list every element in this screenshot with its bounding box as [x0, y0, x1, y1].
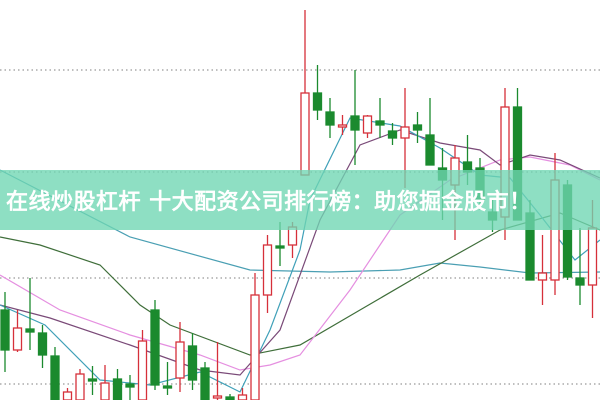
moving-average-line	[0, 212, 600, 356]
candle-body	[400, 126, 410, 139]
candle	[100, 365, 110, 400]
candle	[312, 65, 323, 120]
candle-body	[425, 134, 435, 166]
candle	[212, 342, 223, 400]
candle	[387, 123, 398, 145]
moving-average-line	[0, 169, 600, 274]
candle-body	[587, 227, 598, 286]
candle	[12, 310, 23, 352]
candle-body	[137, 340, 148, 400]
candle	[250, 273, 260, 400]
candle	[37, 325, 48, 368]
candle	[175, 322, 185, 392]
candle	[350, 70, 360, 165]
candle-body	[187, 345, 198, 381]
candle-body	[12, 327, 23, 351]
candle-body	[337, 124, 348, 128]
moving-average-line	[0, 156, 600, 371]
candle	[87, 366, 98, 395]
candle-body	[362, 115, 373, 134]
candle-body	[0, 309, 10, 351]
candle	[412, 112, 423, 143]
candle	[150, 300, 160, 390]
candle-body	[237, 394, 248, 400]
candle-body	[25, 328, 35, 333]
candle-body	[300, 92, 310, 176]
candle-body	[112, 378, 123, 400]
candle-body	[412, 124, 423, 131]
candle-body	[37, 332, 48, 356]
candle	[237, 388, 248, 400]
candle-body	[262, 244, 273, 296]
candle	[262, 235, 273, 313]
title-banner: 在线炒股杠杆 十大配资公司排行榜：助您掘金股市！	[0, 170, 600, 230]
candle-body	[200, 367, 210, 400]
candle-body	[50, 355, 60, 400]
candle	[0, 292, 10, 372]
candle-body	[275, 245, 285, 249]
candle	[162, 362, 173, 395]
candle	[425, 98, 435, 166]
candle	[537, 235, 548, 305]
candle	[125, 375, 135, 400]
candle	[50, 347, 60, 400]
candle	[337, 115, 348, 135]
candle-body	[125, 383, 135, 388]
candle-body	[87, 378, 98, 382]
candle-body	[537, 272, 548, 281]
candle-body	[75, 373, 85, 400]
candle-body	[62, 391, 73, 400]
candle	[187, 333, 198, 390]
candle	[362, 115, 373, 138]
candle-body	[575, 277, 585, 286]
candle	[25, 278, 35, 350]
candle-body	[375, 120, 385, 126]
candle	[75, 369, 85, 400]
candle	[62, 388, 73, 400]
candle	[375, 98, 385, 138]
candle-body	[225, 396, 235, 400]
candle-body	[250, 294, 260, 400]
candle-body	[350, 115, 360, 131]
candle-body	[312, 92, 323, 111]
candle-body	[175, 341, 185, 379]
candle-body	[325, 111, 335, 126]
candle-body	[387, 130, 398, 139]
moving-average-line	[0, 129, 600, 376]
candle-body	[162, 385, 173, 389]
candle	[137, 330, 148, 400]
candle	[575, 228, 585, 305]
banner-title: 在线炒股杠杆 十大配资公司排行榜：助您掘金股市！	[6, 190, 532, 215]
candle-body	[100, 382, 110, 400]
candle	[112, 369, 123, 400]
candle	[200, 362, 210, 400]
candle	[225, 394, 235, 400]
candle	[325, 98, 335, 138]
candle-body	[150, 309, 160, 386]
candle-body	[212, 395, 223, 399]
candle	[300, 10, 310, 176]
